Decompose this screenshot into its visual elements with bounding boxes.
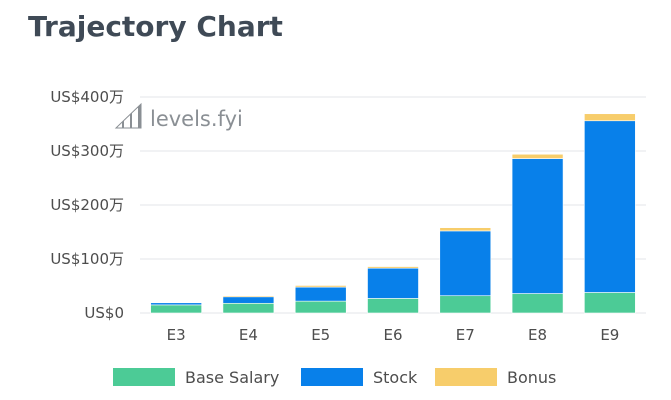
- bar-base-e7[interactable]: [439, 295, 492, 314]
- bar-stock-e9[interactable]: [584, 120, 636, 293]
- x-tick-label: E8: [528, 326, 547, 344]
- bar-stock-e4[interactable]: [222, 296, 275, 304]
- bar-base-e3[interactable]: [150, 304, 202, 314]
- x-tick-label: E7: [456, 326, 475, 344]
- legend-label: Stock: [373, 367, 418, 387]
- trajectory-bar-chart: levels.fyi US$0 US$100万 US$200万 US$300万 US$4…: [50, 88, 646, 344]
- bar-stock-e3[interactable]: [150, 302, 202, 306]
- legend-item-stock[interactable]: Stock: [301, 365, 417, 389]
- x-tick-label: E5: [311, 326, 330, 344]
- x-tick-label: E4: [239, 326, 258, 344]
- bar-bonus-e6[interactable]: [367, 266, 419, 269]
- y-tick-label: US$0: [84, 304, 124, 322]
- bar-stock-e5[interactable]: [294, 286, 347, 302]
- levels-stairs-icon: [114, 102, 142, 129]
- chart-legend: Base Salary Stock Bonus: [0, 365, 671, 389]
- bar-base-e8[interactable]: [511, 293, 564, 314]
- bar-bonus-e9[interactable]: [584, 113, 636, 122]
- bar-bonus-e8[interactable]: [511, 153, 564, 159]
- legend-item-bonus[interactable]: Bonus: [435, 365, 556, 389]
- bar-base-e6[interactable]: [367, 298, 419, 314]
- levels-watermark: levels.fyi: [114, 102, 243, 131]
- legend-label: Bonus: [507, 367, 557, 387]
- y-tick-label: US$200万: [50, 196, 124, 214]
- bar-bonus-e5[interactable]: [294, 285, 347, 288]
- legend-label: Base Salary: [185, 367, 280, 387]
- bar-bonus-e3[interactable]: [150, 301, 202, 304]
- bar-stock-e8[interactable]: [511, 158, 564, 294]
- x-tick-label: E9: [600, 326, 619, 344]
- y-tick-label: US$300万: [50, 142, 124, 160]
- bar-base-e4[interactable]: [222, 302, 275, 314]
- legend-swatch: [435, 368, 497, 386]
- x-tick-label: E3: [167, 326, 186, 344]
- y-tick-label: US$400万: [50, 88, 124, 106]
- page-title: Trajectory Chart: [28, 10, 283, 43]
- x-tick-label: E6: [383, 326, 402, 344]
- bar-stock-e6[interactable]: [367, 267, 419, 299]
- legend-swatch: [113, 368, 175, 386]
- bar-stock-e7[interactable]: [439, 230, 492, 297]
- y-tick-label: US$100万: [50, 250, 124, 268]
- watermark-text: levels.fyi: [150, 107, 243, 131]
- bar-base-e9[interactable]: [584, 292, 636, 314]
- legend-swatch: [301, 368, 363, 386]
- bar-base-e5[interactable]: [294, 300, 347, 314]
- bar-bonus-e4[interactable]: [222, 295, 275, 298]
- bar-bonus-e7[interactable]: [439, 227, 492, 232]
- legend-item-base[interactable]: Base Salary: [113, 365, 279, 389]
